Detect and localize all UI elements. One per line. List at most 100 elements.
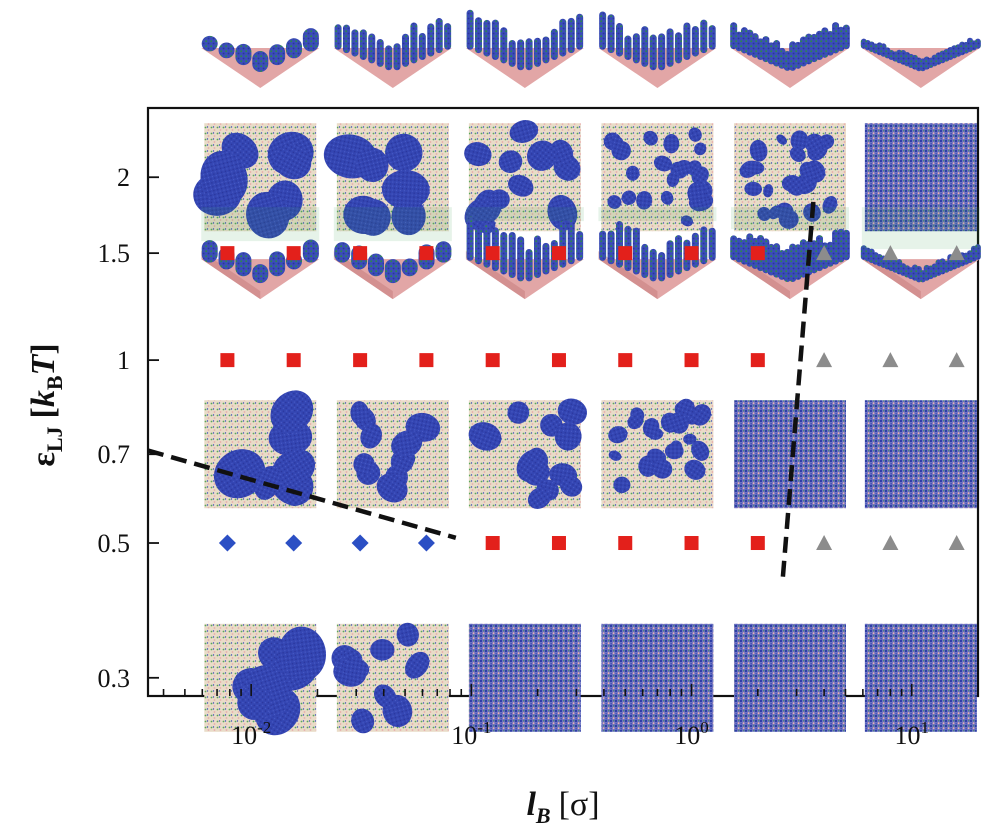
polymer-column: [767, 243, 775, 276]
polymer-column: [658, 252, 666, 282]
polymer-column: [334, 242, 351, 263]
data-point-square: [551, 246, 566, 261]
polymer-domain: [396, 622, 419, 647]
polymer-column: [773, 243, 781, 278]
snapshot-background: [733, 623, 846, 732]
polymer-domain: [804, 133, 824, 153]
polymer-column: [252, 264, 269, 284]
polymer-domain: [663, 134, 680, 154]
polymer-column: [559, 18, 567, 57]
x-tick-label: 101: [894, 718, 929, 750]
polymer-domain: [775, 202, 794, 221]
data-point-square: [220, 246, 235, 261]
snapshot-tile-3d: [730, 207, 850, 300]
polymer-column: [794, 41, 802, 69]
y-axis-title-open: [: [25, 407, 62, 418]
counterion-cloud: [730, 207, 849, 230]
polymer-domain: [675, 159, 693, 176]
polymer-column: [410, 22, 418, 64]
polymer-column: [615, 221, 623, 268]
polymer-column: [666, 28, 674, 67]
polymer-column: [632, 227, 640, 275]
polymer-column: [641, 243, 649, 278]
polymer-column: [683, 22, 691, 61]
polymer-domain: [744, 181, 763, 196]
polymer-domain: [270, 390, 314, 434]
polymer-domain: [488, 189, 510, 210]
data-point-triangle: [948, 535, 965, 551]
polymer-column: [810, 240, 818, 274]
polymer-domain: [554, 422, 582, 451]
polymer-column: [805, 33, 813, 65]
polymer-column: [418, 32, 426, 60]
data-point-square: [485, 353, 500, 368]
polymer-column: [351, 29, 359, 57]
polymer-column: [334, 24, 342, 50]
polymer-domain: [680, 215, 694, 227]
y-axis-title-close: ]: [25, 343, 62, 354]
polymer-column: [359, 29, 367, 60]
polymer-domain: [763, 184, 774, 198]
polymer-domain: [757, 206, 772, 221]
polymer-column: [475, 227, 483, 265]
y-tick-label: 0.3: [98, 664, 131, 693]
polymer-domain: [274, 144, 312, 180]
polymer-column: [599, 11, 607, 50]
polymer-domain: [464, 142, 492, 167]
polymer-column: [235, 252, 252, 277]
polymer-domain: [799, 161, 817, 181]
polymer-column: [427, 23, 435, 57]
polymer-column: [342, 24, 350, 54]
snapshot-background: [864, 123, 977, 232]
data-point-triangle: [948, 352, 965, 368]
top-snapshot-strip: [201, 9, 981, 88]
polymer-domain: [687, 182, 707, 206]
snapshot-tile: [331, 622, 449, 734]
data-point-square: [286, 246, 301, 261]
polymer-column: [466, 216, 474, 261]
polymer-column: [385, 45, 393, 71]
polymer-column: [401, 258, 418, 277]
polymer-column: [559, 220, 567, 268]
counterion-cloud: [465, 207, 584, 222]
polymer-column: [815, 30, 823, 60]
snapshot-tile: [733, 123, 846, 232]
polymer-domain: [557, 398, 588, 425]
snapshot-tile: [864, 400, 977, 509]
y-axis-title-sub: LJ: [42, 426, 67, 452]
substrate-edge: [333, 251, 393, 300]
polymer-column: [201, 35, 218, 52]
y-axis-title-ksub: B: [42, 375, 67, 390]
snapshot-tile: [733, 623, 846, 732]
data-point-diamond: [351, 534, 369, 552]
x-axis: 10-2 10-1 100 101: [162, 684, 979, 750]
data-point-triangle: [882, 245, 899, 261]
polymer-domain: [507, 401, 530, 424]
data-point-triangle: [816, 352, 833, 368]
polymer-column: [762, 36, 770, 63]
polymer-column: [837, 228, 845, 263]
data-point-square: [618, 536, 633, 551]
snapshot-tile: [864, 123, 977, 232]
data-point-square: [353, 246, 368, 261]
x-tick-label: 10-2: [231, 718, 271, 750]
polymer-column: [778, 250, 786, 280]
polymer-column: [740, 239, 748, 265]
polymer-column: [649, 34, 657, 71]
polymer-domain: [690, 404, 712, 426]
polymer-column: [475, 17, 483, 54]
top-snapshot: [860, 37, 981, 88]
polymer-column: [491, 19, 499, 60]
polymer-column: [815, 235, 823, 272]
top-snapshot: [201, 28, 320, 88]
counterion-cloud: [333, 207, 452, 242]
polymer-column: [773, 40, 781, 67]
data-point-square: [485, 246, 500, 261]
polymer-column: [799, 36, 807, 67]
data-point-square: [618, 246, 633, 261]
polymer-domain: [396, 433, 415, 458]
top-snapshot: [333, 18, 452, 88]
polymer-domain: [360, 423, 382, 449]
polymer-column: [658, 33, 666, 71]
y-tick-label: 1: [117, 346, 130, 375]
